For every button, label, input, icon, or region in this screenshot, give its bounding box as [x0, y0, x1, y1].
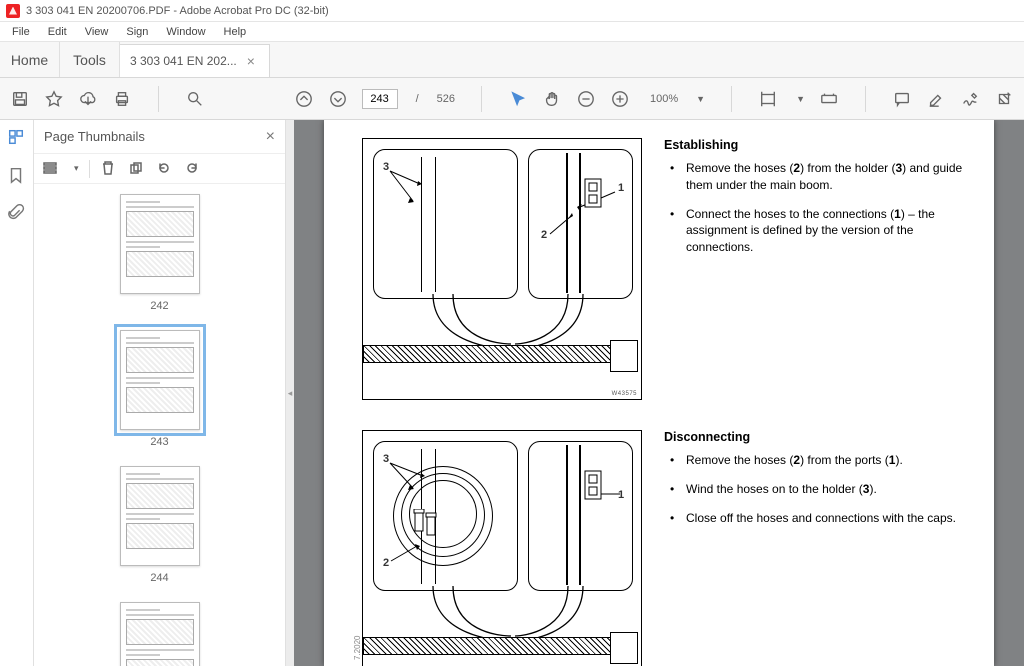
thumb-options-caret-icon[interactable]: ▾ — [74, 163, 79, 174]
thumbnail-item[interactable]: 245 — [34, 602, 285, 666]
search-icon[interactable] — [185, 89, 205, 109]
thumbnail-page[interactable] — [120, 194, 200, 294]
page-down-icon[interactable] — [328, 89, 348, 109]
panel-splitter[interactable] — [286, 120, 294, 666]
menu-help[interactable]: Help — [216, 24, 255, 40]
thumb-rotate-ccw-icon[interactable] — [156, 160, 174, 178]
save-icon[interactable] — [10, 89, 30, 109]
tab-row: Home Tools 3 303 041 EN 202... × — [0, 42, 1024, 78]
navigation-rail — [0, 120, 34, 666]
selection-arrow-icon[interactable] — [508, 89, 528, 109]
thumbnail-page[interactable] — [120, 466, 200, 566]
section-establishing: 3 2 1 W43575 Establishi — [362, 138, 972, 400]
thumbnails-header: Page Thumbnails × — [34, 120, 285, 154]
thumbnails-icon[interactable] — [7, 128, 27, 148]
figure-establishing: 3 2 1 W43575 — [362, 138, 642, 400]
toolbar-separator — [481, 86, 482, 112]
stamp-icon[interactable] — [994, 89, 1014, 109]
fit-width-icon[interactable] — [758, 89, 778, 109]
thumbnails-close-icon[interactable]: × — [266, 128, 275, 146]
tab-document[interactable]: 3 303 041 EN 202... × — [120, 44, 270, 77]
star-icon[interactable] — [44, 89, 64, 109]
pdf-page: 3 2 1 W43575 Establishi — [324, 120, 994, 666]
cloud-icon[interactable] — [78, 89, 98, 109]
heading-disconnecting: Disconnecting — [664, 430, 972, 444]
thumbnails-title: Page Thumbnails — [44, 129, 145, 144]
thumbnail-label: 243 — [150, 436, 168, 448]
sign-icon[interactable] — [960, 89, 980, 109]
menu-edit[interactable]: Edit — [40, 24, 75, 40]
toolbar-left-group — [10, 86, 205, 112]
figure-code: W43575 — [612, 391, 637, 397]
list-item: Remove the hoses (2) from the ports (1). — [676, 452, 972, 469]
thumbnails-scroll[interactable]: 242243244245246 — [34, 184, 285, 666]
tab-document-label: 3 303 041 EN 202... — [130, 54, 237, 68]
thumbnail-label: 242 — [150, 300, 168, 312]
page-number-input[interactable] — [362, 89, 398, 109]
fit-dropdown-icon[interactable]: ▼ — [796, 94, 805, 104]
bookmark-icon[interactable] — [7, 166, 27, 186]
list-item: Remove the hoses (2) from the holder (3)… — [676, 160, 972, 194]
thumbnails-toolbar: ▾ — [34, 154, 285, 184]
thumbnails-panel: Page Thumbnails × ▾ 242243244245246 — [34, 120, 286, 666]
menu-view[interactable]: View — [77, 24, 117, 40]
page-up-icon[interactable] — [294, 89, 314, 109]
hand-icon[interactable] — [542, 89, 562, 109]
toolbar-separator — [158, 86, 159, 112]
heading-establishing: Establishing — [664, 138, 972, 152]
thumb-rotate-icon[interactable] — [128, 160, 146, 178]
section-disconnecting: 3 2 1 Disconnecting — [362, 430, 972, 666]
thumb-rotate-cw-icon[interactable] — [184, 160, 202, 178]
tab-tools[interactable]: Tools — [60, 42, 120, 77]
tab-close-icon[interactable]: × — [247, 53, 255, 69]
thumbnail-item[interactable]: 242 — [34, 194, 285, 312]
read-mode-icon[interactable] — [819, 89, 839, 109]
comment-icon[interactable] — [892, 89, 912, 109]
toolbar-separator — [731, 86, 732, 112]
figure-disconnecting: 3 2 1 — [362, 430, 642, 666]
zoom-level[interactable]: 100% — [650, 93, 678, 105]
page-separator: / — [416, 93, 419, 105]
acrobat-icon — [6, 4, 20, 18]
thumbnail-item[interactable]: 243 — [34, 330, 285, 448]
tab-home[interactable]: Home — [0, 42, 60, 77]
thumbnail-item[interactable]: 244 — [34, 466, 285, 584]
menu-window[interactable]: Window — [158, 24, 213, 40]
thumbnail-page[interactable] — [120, 602, 200, 666]
main-area: Page Thumbnails × ▾ 242243244245246 — [0, 120, 1024, 666]
thumb-delete-icon[interactable] — [100, 160, 118, 178]
menu-bar: File Edit View Sign Window Help — [0, 22, 1024, 42]
menu-file[interactable]: File — [4, 24, 38, 40]
page-total: 526 — [437, 93, 455, 105]
thumbnail-page[interactable] — [120, 330, 200, 430]
list-item: Wind the hoses on to the holder (3). — [676, 481, 972, 498]
window-title: 3 303 041 EN 20200706.PDF - Adobe Acroba… — [26, 5, 329, 17]
list-item: Close off the hoses and connections with… — [676, 510, 972, 527]
toolbar: / 526 100% ▼ ▼ — [0, 78, 1024, 120]
title-bar: 3 303 041 EN 20200706.PDF - Adobe Acroba… — [0, 0, 1024, 22]
menu-sign[interactable]: Sign — [118, 24, 156, 40]
thumb-options-icon[interactable] — [42, 160, 60, 178]
document-view[interactable]: 3 2 1 W43575 Establishi — [294, 120, 1024, 666]
zoom-out-icon[interactable] — [576, 89, 596, 109]
page-footer-date: 7.2020 — [353, 636, 362, 660]
attachment-icon[interactable] — [7, 204, 27, 224]
print-icon[interactable] — [112, 89, 132, 109]
zoom-dropdown-icon[interactable]: ▼ — [696, 94, 705, 104]
list-item: Connect the hoses to the connections (1)… — [676, 206, 972, 256]
toolbar-center-group: / 526 100% ▼ ▼ — [294, 86, 1014, 112]
zoom-in-icon[interactable] — [610, 89, 630, 109]
highlight-icon[interactable] — [926, 89, 946, 109]
toolbar-separator — [865, 86, 866, 112]
thumbnail-label: 244 — [150, 572, 168, 584]
